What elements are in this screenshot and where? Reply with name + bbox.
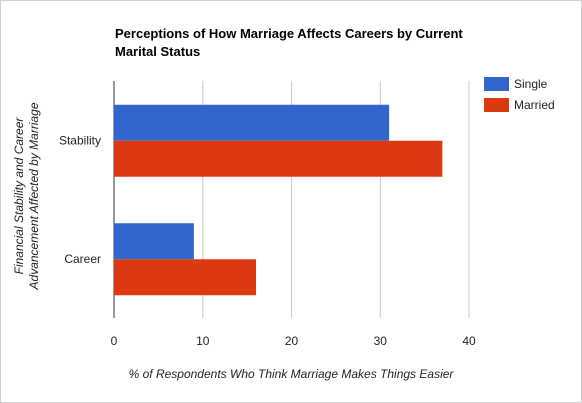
- legend-label-married: Married: [514, 98, 555, 112]
- y-axis-title-line-2: Advancement Affected by Marriage: [27, 102, 41, 290]
- legend-label-single: Single: [514, 77, 548, 91]
- x-tick-label: 0: [111, 334, 118, 348]
- x-tick-label: 30: [374, 334, 388, 348]
- x-tick-labels: 0 10 20 30 40: [111, 334, 476, 348]
- x-tick-label: 20: [285, 334, 299, 348]
- chart-title-line-2: Marital Status: [115, 44, 200, 59]
- x-axis-title: % of Respondents Who Think Marriage Make…: [129, 367, 455, 381]
- x-tick-label: 40: [462, 334, 476, 348]
- bar-single-stability: [114, 104, 390, 141]
- bars-group: [114, 104, 443, 296]
- y-axis-title: Financial Stability and Career Advanceme…: [12, 102, 41, 290]
- legend: Single Married: [484, 77, 555, 112]
- y-category-labels: Stability Career: [59, 133, 101, 266]
- y-axis-title-line-1: Financial Stability and Career: [12, 117, 26, 275]
- x-tick-label: 10: [196, 334, 210, 348]
- bar-married-career: [114, 259, 256, 296]
- bar-single-career: [114, 223, 194, 260]
- category-label-stability: Stability: [59, 133, 101, 147]
- chart-title-line-1: Perceptions of How Marriage Affects Care…: [115, 26, 463, 41]
- legend-swatch-single: [484, 77, 509, 91]
- bar-married-stability: [114, 140, 443, 177]
- legend-swatch-married: [484, 98, 509, 112]
- category-label-career: Career: [64, 252, 101, 266]
